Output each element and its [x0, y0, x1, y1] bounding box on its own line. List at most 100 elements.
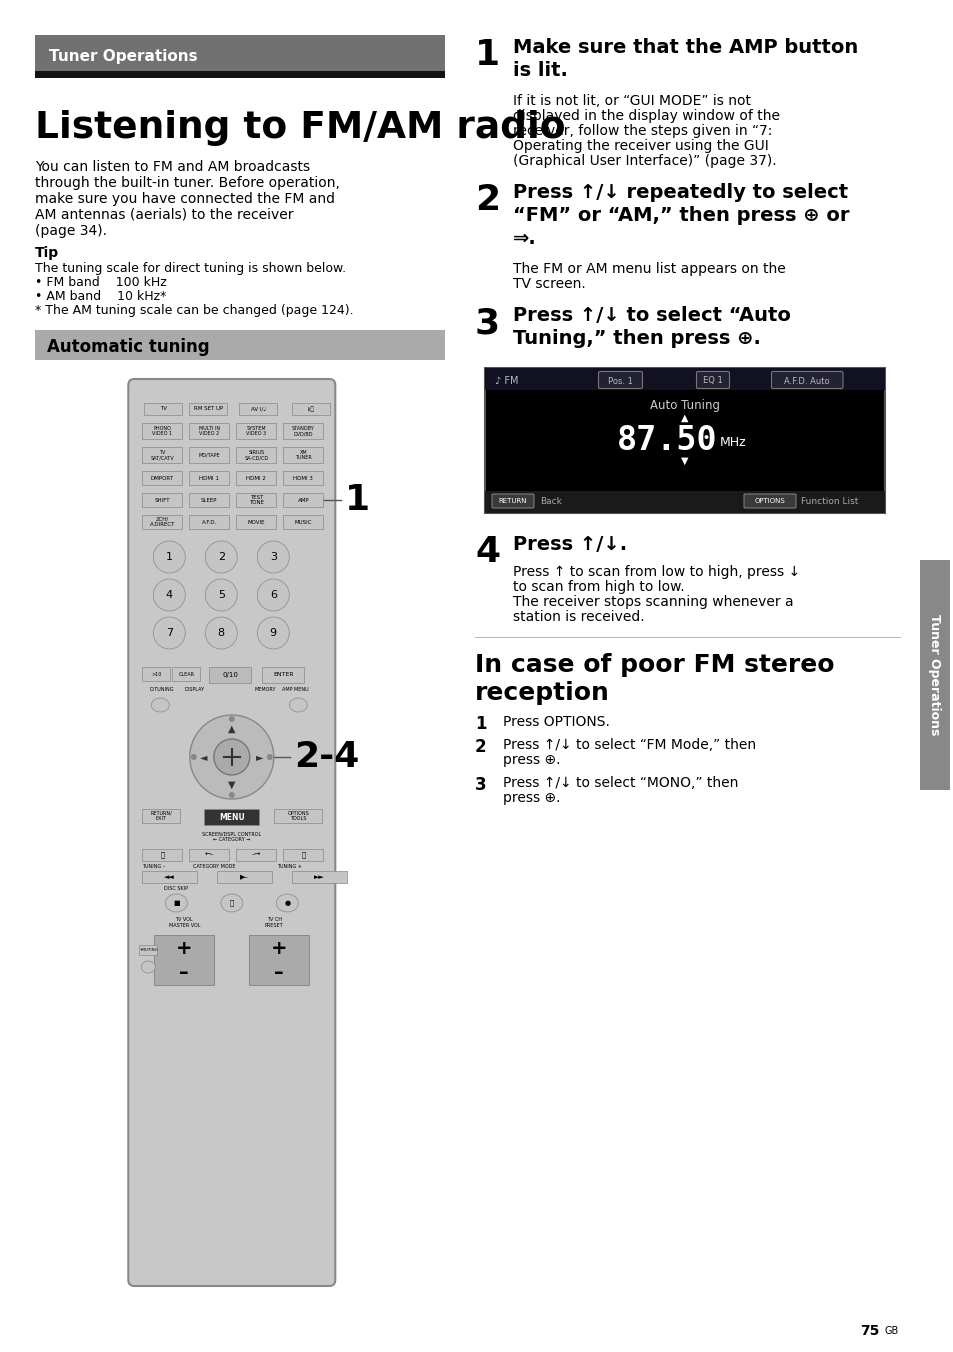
- Text: ⏸: ⏸: [230, 899, 233, 906]
- Text: Tuner Operations: Tuner Operations: [927, 614, 941, 735]
- Bar: [142, 667, 171, 681]
- Bar: [142, 470, 182, 485]
- Text: receiver, follow the steps given in “7:: receiver, follow the steps given in “7:: [513, 124, 772, 138]
- Bar: [144, 403, 182, 415]
- Text: 2: 2: [475, 183, 499, 218]
- Text: CATEGORY MODE: CATEGORY MODE: [193, 864, 235, 869]
- FancyBboxPatch shape: [128, 379, 335, 1286]
- Text: 2-4: 2-4: [294, 740, 358, 773]
- Text: MHz: MHz: [719, 437, 745, 449]
- Text: If it is not lit, or “GUI MODE” is not: If it is not lit, or “GUI MODE” is not: [513, 95, 750, 108]
- Text: Press ↑/↓ repeatedly to select: Press ↑/↓ repeatedly to select: [513, 183, 847, 201]
- Text: Tip: Tip: [35, 246, 59, 260]
- Text: TV screen.: TV screen.: [513, 277, 585, 291]
- Bar: [484, 368, 884, 389]
- Text: ■: ■: [172, 900, 179, 906]
- Text: (Graphical User Interface)” (page 37).: (Graphical User Interface)” (page 37).: [513, 154, 776, 168]
- Circle shape: [229, 792, 234, 798]
- Text: Function List: Function List: [801, 496, 858, 506]
- Bar: [283, 493, 323, 507]
- Ellipse shape: [276, 894, 298, 913]
- Text: 87.50: 87.50: [616, 425, 717, 457]
- Text: TV
SAT/CATV: TV SAT/CATV: [151, 450, 174, 461]
- Text: DMPORT: DMPORT: [151, 476, 173, 480]
- Text: 1: 1: [475, 715, 486, 733]
- Text: You can listen to FM and AM broadcasts: You can listen to FM and AM broadcasts: [35, 160, 310, 174]
- Text: MOVIE: MOVIE: [247, 519, 265, 525]
- Text: A.F.D.: A.F.D.: [201, 519, 216, 525]
- Text: The FM or AM menu list appears on the: The FM or AM menu list appears on the: [513, 262, 785, 276]
- Ellipse shape: [257, 617, 289, 649]
- Bar: [236, 423, 276, 439]
- Text: AM antennas (aerials) to the receiver: AM antennas (aerials) to the receiver: [35, 208, 294, 222]
- Circle shape: [190, 715, 274, 799]
- Bar: [139, 945, 157, 955]
- Text: ▲: ▲: [680, 412, 688, 423]
- Text: Press ↑/↓ to select “Auto: Press ↑/↓ to select “Auto: [513, 306, 790, 324]
- Text: • AM band    10 kHz*: • AM band 10 kHz*: [35, 289, 166, 303]
- Text: make sure you have connected the FM and: make sure you have connected the FM and: [35, 192, 335, 206]
- Text: 4: 4: [166, 589, 172, 600]
- Text: ⇒.: ⇒.: [513, 228, 537, 247]
- Text: OPTIONS: OPTIONS: [754, 498, 784, 504]
- Text: In case of poor FM stereo: In case of poor FM stereo: [475, 653, 834, 677]
- Bar: [209, 667, 251, 683]
- Text: DISPLAY: DISPLAY: [184, 687, 204, 692]
- Bar: [142, 871, 197, 883]
- Text: Press OPTIONS.: Press OPTIONS.: [502, 715, 609, 729]
- Bar: [283, 448, 323, 462]
- Text: I/⏻: I/⏻: [308, 406, 314, 412]
- Text: SIRIUS
SA-CD/CD: SIRIUS SA-CD/CD: [244, 450, 268, 461]
- Text: A.F.D. Auto: A.F.D. Auto: [783, 376, 829, 385]
- Text: ▼: ▼: [680, 456, 688, 466]
- Text: ◄◄: ◄◄: [164, 873, 175, 880]
- Text: –: –: [179, 964, 189, 983]
- Ellipse shape: [153, 541, 185, 573]
- Text: RETURN: RETURN: [498, 498, 527, 504]
- Text: EQ 1: EQ 1: [702, 376, 722, 385]
- Bar: [172, 667, 200, 681]
- Ellipse shape: [257, 541, 289, 573]
- Bar: [189, 515, 229, 529]
- Text: HDMI 2: HDMI 2: [246, 476, 266, 480]
- Text: 2: 2: [475, 738, 486, 756]
- Bar: [142, 493, 182, 507]
- Ellipse shape: [165, 894, 187, 913]
- Text: 0/10: 0/10: [222, 672, 238, 677]
- Text: Press ↑/↓.: Press ↑/↓.: [513, 535, 626, 554]
- Ellipse shape: [141, 961, 155, 973]
- Text: Press ↑/↓ to select “MONO,” then: Press ↑/↓ to select “MONO,” then: [502, 776, 738, 790]
- Ellipse shape: [257, 579, 289, 611]
- Text: ENTER: ENTER: [273, 672, 294, 677]
- Text: 9: 9: [270, 627, 276, 638]
- Text: SHIFT: SHIFT: [154, 498, 170, 503]
- Text: MULTI IN
VIDEO 2: MULTI IN VIDEO 2: [198, 426, 219, 437]
- Bar: [239, 403, 277, 415]
- Text: TV: TV: [160, 407, 167, 411]
- Text: Operating the receiver using the GUI: Operating the receiver using the GUI: [513, 139, 768, 153]
- Text: “FM” or “AM,” then press ⊕ or: “FM” or “AM,” then press ⊕ or: [513, 206, 848, 224]
- Text: ←–: ←–: [204, 852, 213, 859]
- Ellipse shape: [205, 579, 237, 611]
- Bar: [189, 423, 229, 439]
- Bar: [189, 403, 227, 415]
- Text: The tuning scale for direct tuning is shown below.: The tuning scale for direct tuning is sh…: [35, 262, 346, 274]
- Circle shape: [213, 740, 250, 775]
- Text: STANDBY
DVD/BD: STANDBY DVD/BD: [292, 426, 314, 437]
- Text: HDMI 1: HDMI 1: [199, 476, 219, 480]
- Text: TV CH
PRESET: TV CH PRESET: [265, 917, 283, 927]
- Text: –: –: [274, 964, 284, 983]
- Bar: [274, 808, 322, 823]
- Ellipse shape: [220, 894, 243, 913]
- Text: ← CATEGORY →: ← CATEGORY →: [213, 837, 251, 842]
- Ellipse shape: [205, 617, 237, 649]
- Text: press ⊕.: press ⊕.: [502, 791, 560, 804]
- Text: ▲: ▲: [228, 725, 235, 734]
- FancyBboxPatch shape: [696, 372, 729, 388]
- Text: TV VOL
MASTER VOL: TV VOL MASTER VOL: [169, 917, 200, 927]
- Text: RETURN/
EXIT: RETURN/ EXIT: [151, 811, 172, 822]
- Text: XM
TUNER: XM TUNER: [294, 450, 312, 461]
- Text: (page 34).: (page 34).: [35, 224, 107, 238]
- Bar: [249, 936, 309, 986]
- Bar: [283, 515, 323, 529]
